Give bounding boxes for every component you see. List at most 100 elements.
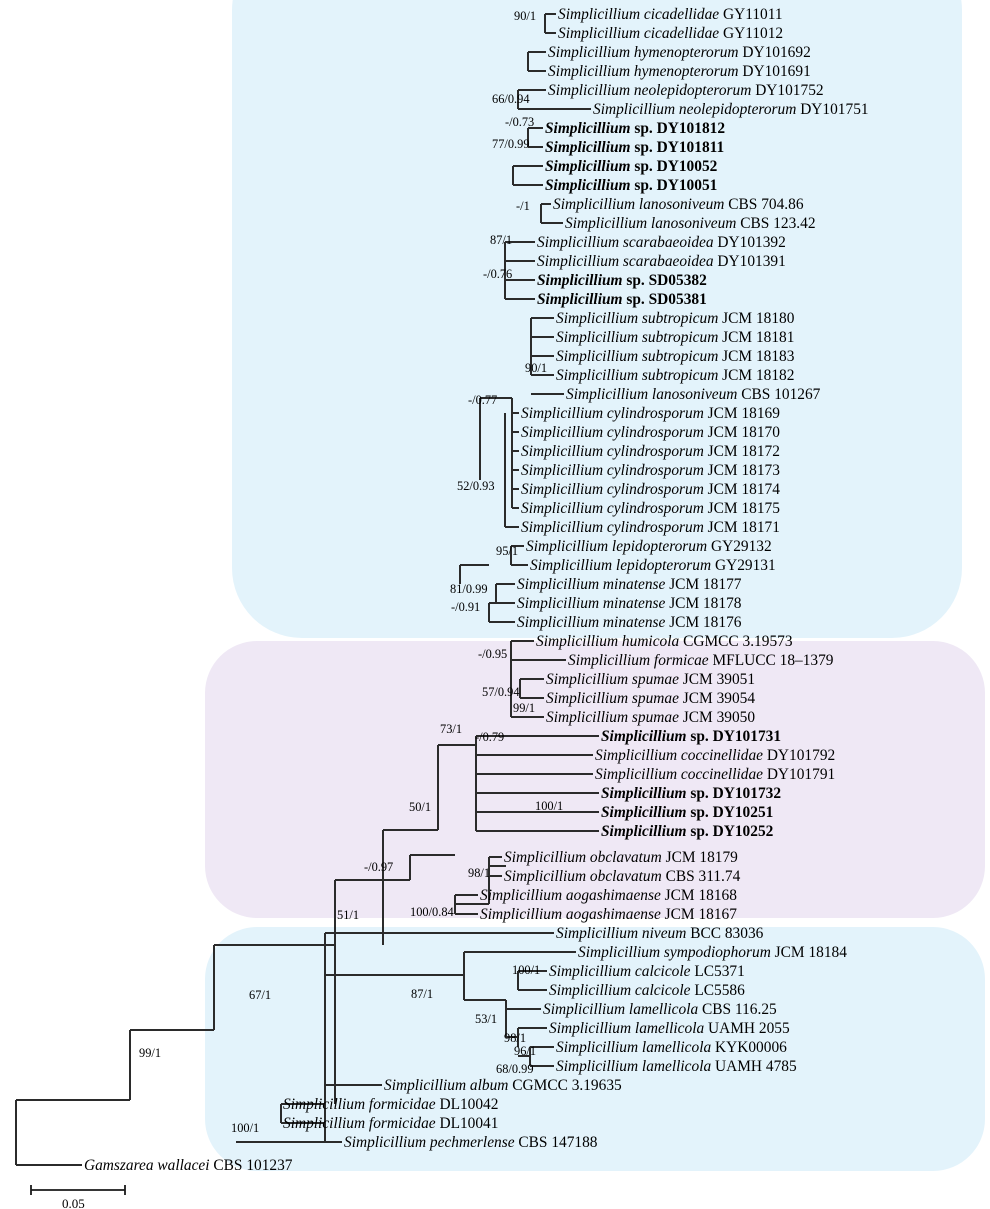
taxon-strain-code: DY101792 [762,747,836,764]
taxon-strain-code: GY29131 [711,557,776,574]
taxon-label: Simplicillium calcicole LC5586 [549,983,745,998]
taxon-strain-code: DL10042 [435,1096,499,1113]
node-support-value: 95/1 [496,544,519,558]
taxon-strain-code: sp. DY101731 [686,728,782,745]
taxon-species-name: Simplicillium [601,823,687,840]
taxon-species-name: Gamszarea wallacei [84,1157,210,1174]
node-support-value: 100/1 [512,963,541,977]
taxon-strain-code: DL10041 [435,1115,499,1132]
taxon-species-name: Simplicillium obclavatum [504,849,662,866]
taxon-label: Simplicillium neolepidopterorum DY101751 [593,102,869,117]
taxon-strain-code: GY11012 [719,25,784,42]
taxon-label: Simplicillium lanosoniveum CBS 101267 [566,387,820,402]
taxon-label: Simplicillium sp. DY10052 [545,159,717,174]
taxon-species-name: Simplicillium humicola [536,633,680,650]
taxon-label: Simplicillium aogashimaense JCM 18167 [480,907,737,922]
taxon-species-name: Simplicillium hymenopterorum [548,63,739,80]
taxon-strain-code: JCM 18174 [703,481,780,498]
taxon-species-name: Simplicillium neolepidopterorum [548,82,752,99]
node-support-value: -/0.76 [483,267,513,281]
purple-clade [205,641,985,918]
taxon-label: Simplicillium sp. DY101731 [601,729,781,744]
taxon-strain-code: CBS 147188 [514,1134,598,1151]
taxon-strain-code: CBS 116.25 [698,1001,777,1018]
taxon-species-name: Simplicillium lamellicola [556,1058,712,1075]
taxon-label: Simplicillium cylindrosporum JCM 18172 [521,444,780,459]
taxon-strain-code: DY101392 [713,234,786,251]
taxon-strain-code: CGMCC 3.19573 [679,633,793,650]
scale-bar [30,1185,126,1195]
taxon-species-name: Simplicillium lanosoniveum [553,196,725,213]
taxon-label: Simplicillium sp. DY10252 [601,824,773,839]
taxon-strain-code: sp. SD05382 [622,272,707,289]
taxon-label: Simplicillium subtropicum JCM 18183 [556,349,794,364]
taxon-label: Simplicillium lepidopterorum GY29132 [526,539,772,554]
upper-blue-clade [232,0,962,638]
taxon-species-name: Simplicillium [537,291,623,308]
node-support-value: 57/0.94 [482,685,520,699]
taxon-strain-code: JCM 18181 [718,329,795,346]
taxon-strain-code: LC5371 [690,963,745,980]
taxon-strain-code: JCM 18171 [703,519,780,536]
taxon-strain-code: JCM 18176 [665,614,742,631]
taxon-label: Simplicillium sp. DY101811 [545,140,724,155]
taxon-strain-code: JCM 18175 [703,500,780,517]
taxon-strain-code: LC5586 [690,982,745,999]
node-support-value: 87/1 [411,987,434,1001]
taxon-label: Simplicillium subtropicum JCM 18181 [556,330,794,345]
node-support-value: 96/1 [514,1044,537,1058]
taxon-strain-code: CGMCC 3.19635 [508,1077,622,1094]
taxon-strain-code: sp. DY101811 [630,139,725,156]
taxon-strain-code: JCM 18173 [703,462,780,479]
taxon-label: Simplicillium lamellicola KYK00006 [556,1040,787,1055]
node-support-value: 90/1 [514,9,537,23]
taxon-species-name: Simplicillium [601,804,687,821]
taxon-species-name: Simplicillium calcicole [549,982,691,999]
taxon-label: Simplicillium formicae MFLUCC 18–1379 [568,653,834,668]
taxon-species-name: Simplicillium sympodiophorum [578,944,771,961]
taxon-strain-code: JCM 39050 [678,709,756,726]
taxon-label: Simplicillium pechmerlense CBS 147188 [344,1135,598,1150]
taxon-species-name: Simplicillium coccinellidae [595,766,763,783]
taxon-label: Simplicillium lamellicola UAMH 4785 [556,1059,797,1074]
taxon-label: Simplicillium cylindrosporum JCM 18170 [521,425,780,440]
node-support-value: 51/1 [337,908,360,922]
taxon-strain-code: MFLUCC 18–1379 [708,652,834,669]
taxon-species-name: Simplicillium obclavatum [504,868,662,885]
taxon-species-name: Simplicillium scarabaeoidea [537,234,714,251]
taxon-label: Simplicillium obclavatum JCM 18179 [504,850,738,865]
taxon-strain-code: sp. DY10252 [686,823,774,840]
taxon-strain-code: JCM 18178 [665,595,742,612]
node-support-value: 77/0.99 [492,137,530,151]
taxon-label: Simplicillium cicadellidae GY11012 [558,26,783,41]
taxon-strain-code: CBS 101237 [209,1157,293,1174]
taxon-label: Simplicillium cylindrosporum JCM 18171 [521,520,780,535]
taxon-label: Simplicillium cicadellidae GY11011 [558,7,783,22]
taxon-label: Simplicillium sp. SD05382 [537,273,707,288]
taxon-label: Simplicillium minatense JCM 18176 [517,615,741,630]
node-support-value: 81/0.99 [450,582,488,596]
taxon-label: Simplicillium sp. SD05381 [537,292,707,307]
taxon-strain-code: sp. DY101812 [630,120,726,137]
taxon-label: Gamszarea wallacei CBS 101237 [84,1158,293,1173]
node-support-value: 90/1 [525,361,548,375]
node-support-value: 98/1 [468,866,491,880]
taxon-species-name: Simplicillium cylindrosporum [521,462,704,479]
taxon-species-name: Simplicillium spumae [546,709,679,726]
taxon-strain-code: JCM 18182 [718,367,795,384]
taxon-strain-code: UAMH 2055 [704,1020,790,1037]
node-support-value: 68/0.99 [496,1062,534,1076]
taxon-species-name: Simplicillium subtropicum [556,348,719,365]
taxon-species-name: Simplicillium [545,158,631,175]
taxon-species-name: Simplicillium formicae [568,652,709,669]
taxon-strain-code: CBS 123.42 [736,215,816,232]
taxon-strain-code: DY101692 [738,44,811,61]
taxon-strain-code: DY101751 [796,101,869,118]
taxon-label: Simplicillium cylindrosporum JCM 18173 [521,463,780,478]
taxon-label: Simplicillium subtropicum JCM 18182 [556,368,794,383]
taxon-label: Simplicillium obclavatum CBS 311.74 [504,869,740,884]
taxon-label: Simplicillium lanosoniveum CBS 123.42 [565,216,816,231]
node-support-value: -/0.77 [468,393,498,407]
taxon-label: Simplicillium neolepidopterorum DY101752 [548,83,824,98]
taxon-species-name: Simplicillium lepidopterorum [530,557,712,574]
